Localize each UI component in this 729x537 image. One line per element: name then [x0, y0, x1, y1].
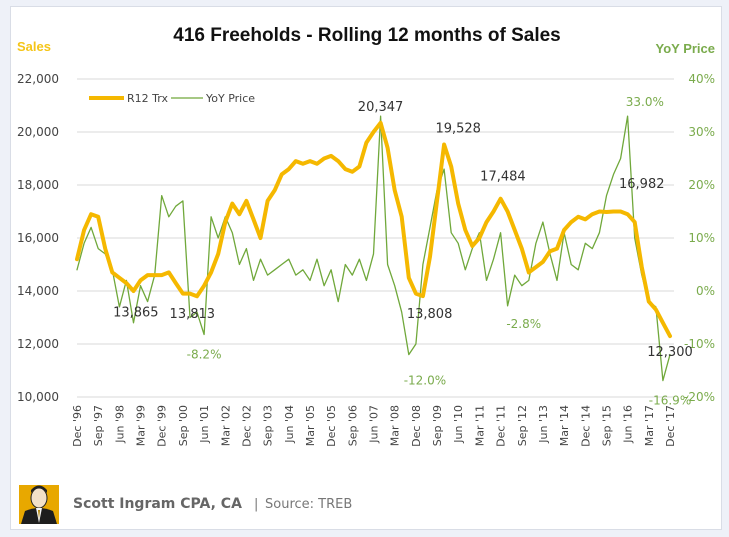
x-tick-label: Mar '14	[558, 405, 571, 446]
left-axis-ticks: 10,000 12,000 14,000 16,000 18,000 20,000 22,0…	[17, 72, 59, 404]
x-tick-label: Dec '02	[240, 405, 253, 447]
left-tick-label: 12,000	[17, 337, 59, 351]
right-tick-label: 10%	[688, 231, 715, 245]
chart: 416 Freeholds - Rolling 12 months of Sal…	[17, 25, 716, 524]
x-tick-label: Jun '16	[622, 405, 635, 444]
footer-author: Scott Ingram CPA, CA	[73, 496, 242, 512]
x-tick-label: Mar '05	[304, 405, 317, 446]
x-tick-label: Dec '05	[325, 405, 338, 447]
x-tick-label: Mar '02	[219, 405, 232, 446]
x-tick-label: Sep '00	[177, 405, 190, 446]
chart-card: 416 Freeholds - Rolling 12 months of Sal…	[10, 6, 722, 530]
annotations-group: 13,865 13,813 20,347 13,808 19,528 17,484 16,9…	[113, 95, 693, 407]
data-label: -2.8%	[506, 317, 541, 331]
legend-label-yoy: YoY Price	[205, 92, 255, 105]
x-tick-label: Mar '11	[473, 405, 486, 446]
chart-title: 416 Freeholds - Rolling 12 months of Sal…	[173, 25, 560, 46]
x-tick-label: Dec '99	[156, 405, 169, 447]
legend: R12 Trx YoY Price	[89, 92, 255, 105]
left-tick-label: 20,000	[17, 125, 59, 139]
data-label: 12,300	[647, 345, 693, 360]
right-tick-label: -20%	[684, 390, 715, 404]
left-axis-title: Sales	[17, 39, 51, 54]
series-line-r12-trx	[75, 120, 672, 339]
x-tick-label: Jun '04	[283, 405, 296, 444]
x-tick-label: Jun '10	[452, 405, 465, 444]
footer-source: Source: TREB	[265, 497, 352, 512]
series-line-yoy-price	[76, 115, 671, 382]
x-tick-label: Dec '08	[410, 405, 423, 447]
x-tick-label: Mar '08	[389, 405, 402, 446]
x-tick-label: Jun '13	[537, 405, 550, 444]
data-label: 16,982	[619, 177, 665, 192]
data-label: 13,813	[170, 307, 216, 322]
series-group	[75, 115, 672, 382]
x-tick-label: Sep '15	[600, 405, 613, 446]
x-tick-label: Jun '98	[113, 405, 126, 444]
data-label: -8.2%	[187, 347, 222, 361]
data-label: -12.0%	[404, 374, 446, 388]
footer-separator: |	[254, 497, 258, 512]
right-tick-label: 0%	[696, 284, 715, 298]
data-label: 17,484	[480, 170, 526, 185]
data-label: 20,347	[358, 100, 404, 115]
x-tick-label: Mar '99	[135, 405, 148, 446]
right-tick-label: 40%	[688, 72, 715, 86]
x-tick-label: Sep '03	[262, 405, 275, 446]
data-label: 13,808	[407, 307, 453, 322]
x-tick-label: Jun '07	[368, 405, 381, 444]
x-tick-label: Sep '12	[516, 405, 529, 446]
right-axis-ticks: -20% -10% 0% 10% 20% 30% 40%	[684, 72, 715, 404]
x-tick-label: Dec '96	[71, 405, 84, 447]
left-tick-label: 22,000	[17, 72, 59, 86]
left-tick-label: 18,000	[17, 178, 59, 192]
data-label: 13,865	[113, 306, 159, 321]
right-axis-title: YoY Price	[656, 41, 716, 56]
right-tick-label: 30%	[688, 125, 715, 139]
x-tick-label: Sep '97	[92, 405, 105, 446]
data-label: 19,528	[435, 122, 481, 137]
x-tick-label: Dec '11	[495, 405, 508, 447]
right-tick-label: 20%	[688, 178, 715, 192]
author-portrait-icon	[19, 485, 59, 524]
x-tick-label: Dec '17	[664, 405, 677, 447]
left-tick-label: 10,000	[17, 390, 59, 404]
left-tick-label: 14,000	[17, 284, 59, 298]
footer: Scott Ingram CPA, CA | Source: TREB	[19, 485, 352, 524]
left-tick-label: 16,000	[17, 231, 59, 245]
data-label: -16.9%	[649, 394, 691, 408]
data-label: 33.0%	[626, 95, 664, 109]
x-axis-ticks: Dec '96 Sep '97 Jun '98 Mar '99 Dec '99 Sep '…	[71, 405, 677, 447]
x-tick-label: Dec '14	[579, 405, 592, 447]
x-tick-label: Jun '01	[198, 405, 211, 444]
x-tick-label: Mar '17	[643, 405, 656, 446]
x-tick-label: Sep '09	[431, 405, 444, 446]
right-tick-label: -10%	[684, 337, 715, 351]
legend-label-r12: R12 Trx	[127, 92, 168, 105]
x-tick-label: Sep '06	[346, 405, 359, 446]
